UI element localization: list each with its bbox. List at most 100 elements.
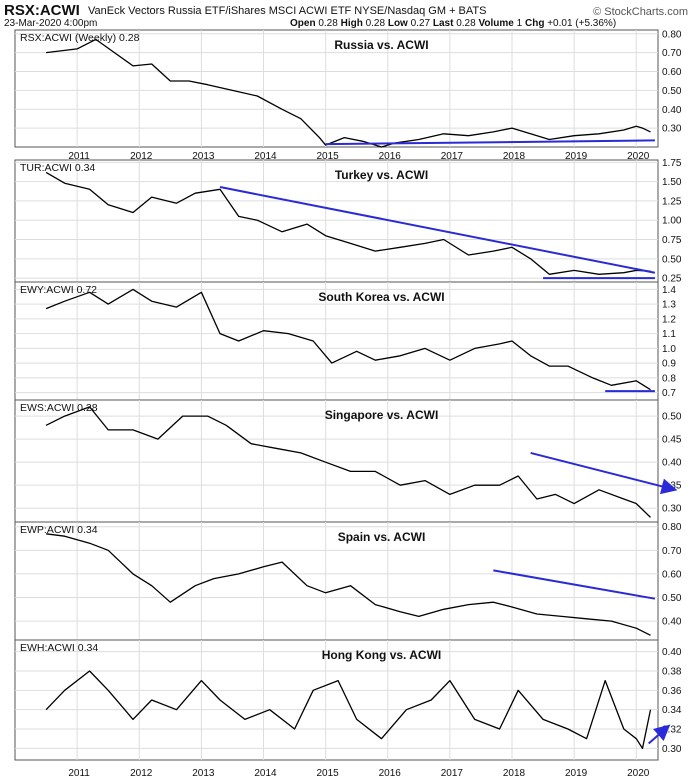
y-tick-label: 0.40 <box>662 617 682 628</box>
y-tick-label: 0.60 <box>662 569 682 580</box>
y-tick-label: 1.4 <box>662 285 676 296</box>
x-tick-label: 2017 <box>441 151 464 162</box>
y-tick-label: 0.30 <box>662 504 682 515</box>
x-tick-label: 2018 <box>503 151 526 162</box>
x-tick-label: 2012 <box>130 151 153 162</box>
y-tick-label: 0.40 <box>662 105 682 116</box>
panel-title: Hong Kong vs. ACWI <box>322 648 442 662</box>
chart-header: RSX:ACWI VanEck Vectors Russia ETF/iShar… <box>0 0 700 32</box>
y-tick-label: 0.8 <box>662 373 676 384</box>
high-label: High <box>340 18 363 29</box>
panel-title: Spain vs. ACWI <box>338 530 426 544</box>
low-value: 0.27 <box>410 18 431 29</box>
y-tick-label: 1.25 <box>662 196 682 207</box>
panel-symbol-label: EWH:ACWI 0.34 <box>20 642 98 654</box>
volume-label: Volume <box>478 18 514 29</box>
quote-date: 23-Mar-2020 4:00pm <box>4 18 98 29</box>
ratio-series-line <box>46 38 651 148</box>
trendline <box>219 186 656 274</box>
ratio-series-line <box>45 288 651 391</box>
y-tick-label: 0.40 <box>662 647 682 658</box>
y-tick-label: 0.45 <box>662 435 682 446</box>
x-tick-label: 2015 <box>317 768 340 779</box>
y-tick-label: 0.36 <box>662 686 682 697</box>
x-tick-label: 2013 <box>192 151 215 162</box>
open-value: 0.28 <box>318 18 338 29</box>
panel-frame <box>14 29 659 148</box>
y-tick-label: 0.70 <box>662 48 682 59</box>
y-tick-label: 0.30 <box>662 744 682 755</box>
x-tick-label: 2016 <box>379 151 402 162</box>
panel-title: Turkey vs. ACWI <box>335 168 428 182</box>
y-tick-label: 0.80 <box>662 29 682 40</box>
y-tick-label: 0.50 <box>662 254 682 265</box>
last-label: Last <box>432 18 454 29</box>
y-tick-label: 1.00 <box>662 216 682 227</box>
high-value: 0.28 <box>365 18 386 29</box>
ratio-series-line <box>46 533 651 636</box>
x-tick-label: 2020 <box>627 151 650 162</box>
trendline <box>325 139 655 146</box>
panel-frame <box>14 639 659 761</box>
y-tick-label: 0.80 <box>662 522 682 533</box>
panel-symbol-label: EWY:ACWI 0.72 <box>20 284 97 296</box>
x-tick-label: 2020 <box>627 768 650 779</box>
panel-symbol-label: EWS:ACWI 0.28 <box>20 402 98 414</box>
stockcharts-logo: © StockCharts.com <box>593 6 688 18</box>
panel-title: Russia vs. ACWI <box>334 38 428 52</box>
panel-title: Singapore vs. ACWI <box>325 408 439 422</box>
y-tick-label: 1.75 <box>662 158 682 169</box>
last-value: 0.28 <box>456 18 476 29</box>
y-tick-label: 0.30 <box>662 124 682 135</box>
panel-title: South Korea vs. ACWI <box>318 290 444 304</box>
y-tick-label: 1.1 <box>662 329 676 340</box>
low-label: Low <box>387 18 408 29</box>
y-tick-label: 0.34 <box>662 705 682 716</box>
ratio-series-line <box>45 670 652 750</box>
y-tick-label: 1.50 <box>662 177 682 188</box>
y-tick-label: 0.9 <box>662 359 676 370</box>
y-tick-label: 0.60 <box>662 67 682 78</box>
quote-summary: Open 0.28 High 0.28 Low 0.27 Last 0.28 V… <box>290 18 616 29</box>
x-tick-label: 2011 <box>68 151 90 162</box>
x-tick-label: 2014 <box>254 151 277 162</box>
chg-label: Chg <box>524 18 545 29</box>
x-tick-label: 2016 <box>379 768 402 779</box>
symbol-description: VanEck Vectors Russia ETF/iShares MSCI A… <box>88 5 487 17</box>
panel-symbol-label: EWP:ACWI 0.34 <box>20 524 98 536</box>
x-tick-label: 2012 <box>130 768 153 779</box>
y-tick-label: 0.75 <box>662 235 682 246</box>
trendline <box>530 451 678 495</box>
x-tick-label: 2018 <box>503 768 526 779</box>
x-tick-label: 2013 <box>192 768 215 779</box>
y-tick-label: 1.2 <box>662 314 676 325</box>
x-tick-label: 2014 <box>254 768 277 779</box>
y-tick-label: 0.50 <box>662 593 682 604</box>
y-tick-label: 0.50 <box>662 412 682 423</box>
ratio-series-line <box>45 406 651 518</box>
panel-symbol-label: RSX:ACWI (Weekly) 0.28 <box>20 32 140 44</box>
trendline <box>648 724 671 745</box>
x-tick-label: 2011 <box>68 768 90 779</box>
y-tick-label: 0.25 <box>662 274 682 285</box>
panel-symbol-label: TUR:ACWI 0.34 <box>20 162 95 174</box>
volume-value: 1 <box>516 18 523 29</box>
ratio-series-line <box>45 171 651 275</box>
trendline <box>493 569 656 600</box>
y-tick-label: 0.38 <box>662 666 682 677</box>
y-tick-label: 0.40 <box>662 458 682 469</box>
x-tick-label: 2019 <box>565 151 588 162</box>
y-tick-label: 1.3 <box>662 300 676 311</box>
panel-frame <box>14 521 659 641</box>
y-tick-label: 1.0 <box>662 344 676 355</box>
y-tick-label: 0.50 <box>662 86 682 97</box>
y-tick-label: 0.32 <box>662 725 682 736</box>
x-tick-label: 2017 <box>441 768 464 779</box>
open-label: Open <box>290 18 316 29</box>
x-tick-label: 2015 <box>317 151 340 162</box>
y-tick-label: 0.70 <box>662 546 682 557</box>
chg-value: +0.01 (+5.36%) <box>547 18 617 29</box>
x-tick-label: 2019 <box>565 768 588 779</box>
y-tick-label: 0.7 <box>662 388 676 399</box>
